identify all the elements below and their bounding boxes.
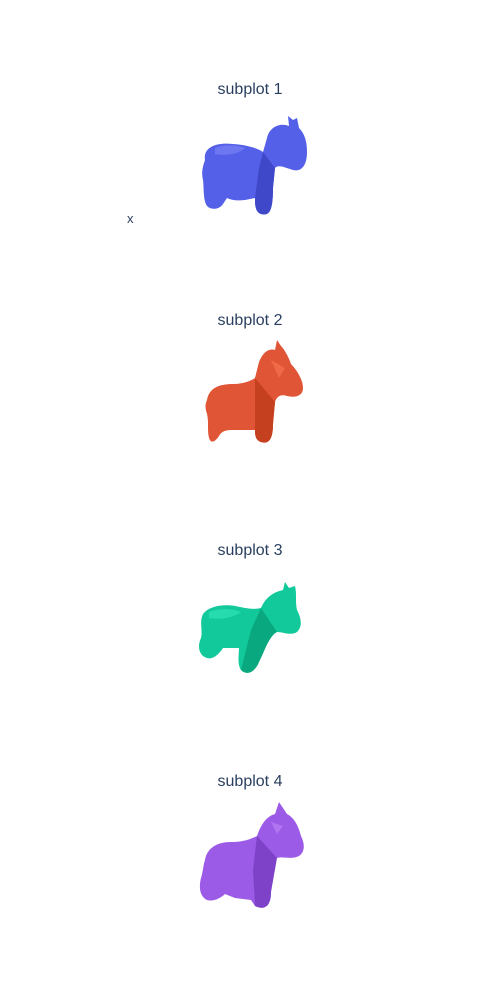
- subplot-1-scene[interactable]: [175, 108, 325, 228]
- mesh-surface: [199, 802, 304, 908]
- subplot-1-x-axis-label: x: [127, 211, 134, 226]
- subplot-4-mesh: [199, 802, 304, 908]
- subplot-3-cow-shape: [199, 582, 301, 673]
- mesh-surface: [205, 340, 303, 443]
- mesh-shaded-face: [241, 608, 277, 673]
- subplot-2-cow-shape: [205, 340, 303, 443]
- mesh-surface: [202, 116, 307, 215]
- subplot-2-title: subplot 2: [217, 312, 283, 329]
- mesh-highlight-face: [271, 360, 285, 378]
- subplot-1-cow-shape: [202, 116, 307, 215]
- subplot-3-scene[interactable]: [175, 580, 325, 700]
- subplot-4-title: subplot 4: [217, 773, 283, 790]
- mesh-shaded-face: [253, 836, 277, 908]
- subplot-1-title: subplot 1: [217, 81, 283, 98]
- mesh-highlight-face: [215, 145, 245, 155]
- mesh-shaded-face: [255, 152, 275, 215]
- subplot-2-mesh: [205, 340, 303, 443]
- mesh-highlight-face: [271, 822, 283, 834]
- mesh-surface: [199, 582, 301, 673]
- mesh-shaded-face: [255, 378, 275, 443]
- subplot-4-scene[interactable]: [175, 800, 325, 920]
- subplot-4-cow-shape: [199, 802, 304, 908]
- mesh-highlight-face: [209, 609, 241, 619]
- subplot-2-scene[interactable]: [175, 338, 325, 458]
- subplot-3-mesh: [199, 582, 301, 673]
- subplot-3-title: subplot 3: [217, 542, 283, 559]
- subplot-1-mesh: [202, 116, 307, 215]
